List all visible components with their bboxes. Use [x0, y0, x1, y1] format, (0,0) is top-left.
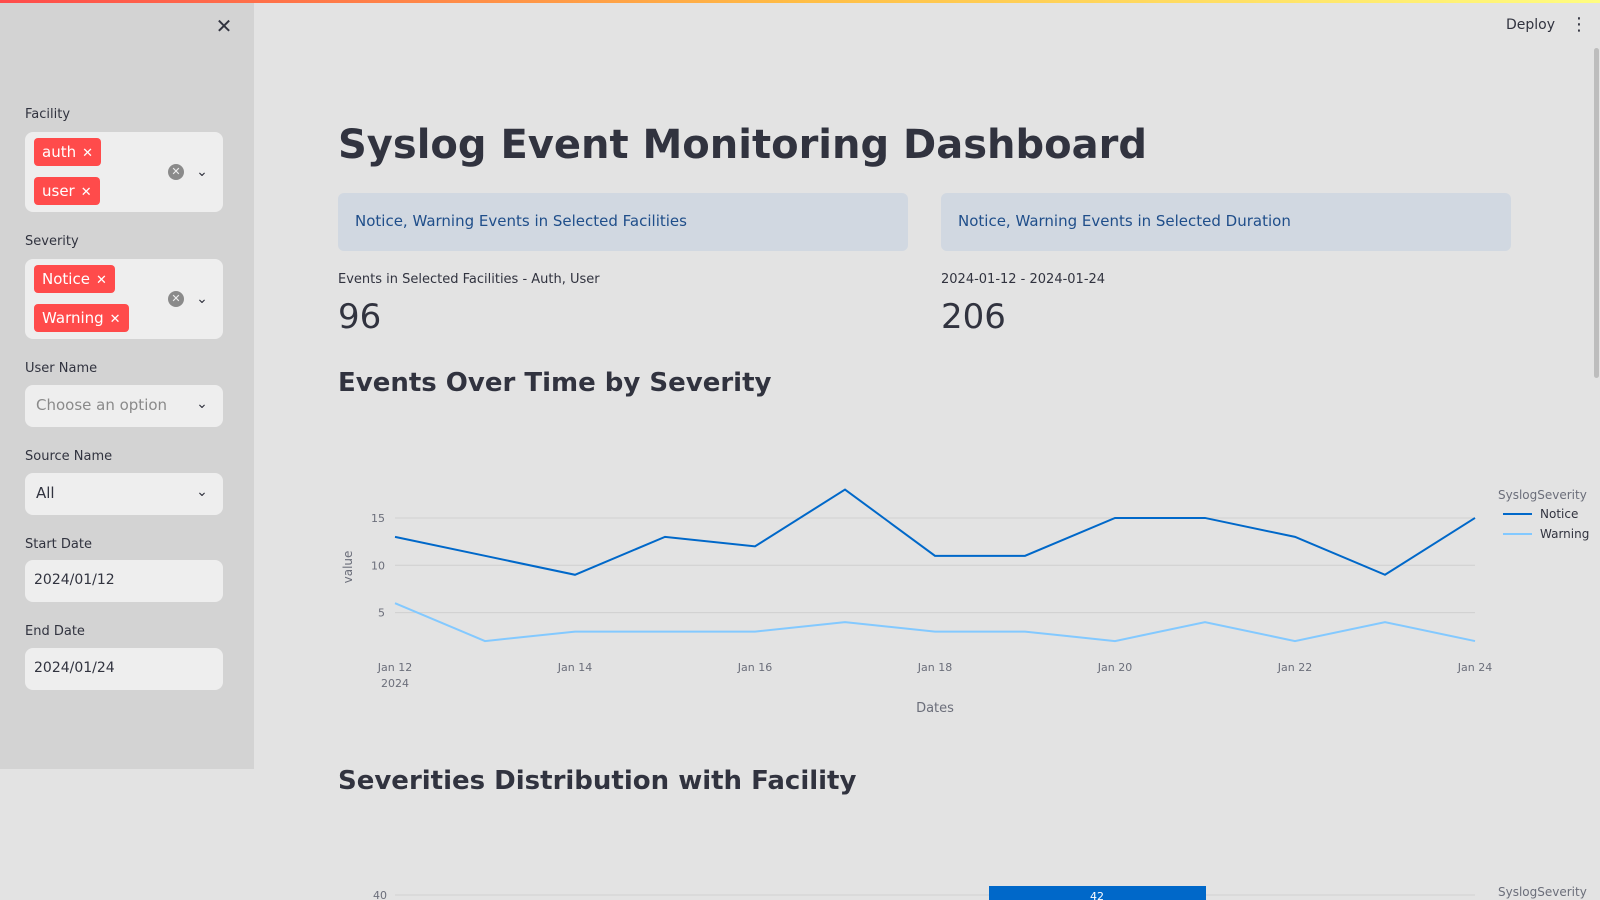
- close-icon[interactable]: ✕: [215, 14, 233, 38]
- more-options-icon[interactable]: ⋮: [1570, 14, 1588, 35]
- severity-tag-notice[interactable]: Notice ✕: [34, 265, 115, 293]
- user-name-label: User Name: [25, 361, 98, 376]
- x-tick-label: Jan 22: [1277, 661, 1312, 674]
- start-date-label: Start Date: [25, 537, 92, 552]
- legend-item-warning[interactable]: Warning: [1540, 527, 1589, 541]
- x-tick-label: Jan 20: [1097, 661, 1132, 674]
- tag-label: user: [42, 182, 75, 200]
- severity-tag-warning[interactable]: Warning ✕: [34, 304, 129, 332]
- metric-duration-label: 2024-01-12 - 2024-01-24: [941, 272, 1106, 287]
- info-box-facilities: Notice, Warning Events in Selected Facil…: [338, 193, 908, 251]
- sidebar: ✕ Facility auth ✕ user ✕ ✕ ⌄ Severity Noti…: [0, 0, 254, 769]
- info-text: Notice, Warning Events in Selected Facil…: [355, 212, 687, 230]
- start-date-value: 2024/01/12: [34, 572, 115, 588]
- end-date-input[interactable]: 2024/01/24: [25, 648, 223, 690]
- remove-tag-icon[interactable]: ✕: [82, 146, 93, 161]
- page-title: Syslog Event Monitoring Dashboard: [338, 122, 1147, 168]
- x-tick-label: Jan 16: [737, 661, 772, 674]
- end-date-label: End Date: [25, 624, 85, 639]
- x-axis-label: Dates: [916, 701, 954, 716]
- tag-label: auth: [42, 143, 77, 161]
- legend-title: SyslogSeverity: [1498, 488, 1587, 502]
- clear-all-icon[interactable]: ✕: [168, 164, 184, 180]
- x-tick-label: Jan 14: [557, 661, 592, 674]
- clear-all-icon[interactable]: ✕: [168, 291, 184, 307]
- severity-label: Severity: [25, 234, 79, 249]
- chevron-down-icon[interactable]: ⌄: [196, 291, 208, 307]
- source-name-label: Source Name: [25, 449, 113, 464]
- x-tick-label: Jan 12: [377, 661, 412, 674]
- facility-tag-user[interactable]: user ✕: [34, 177, 100, 205]
- deploy-button[interactable]: Deploy: [1506, 17, 1556, 33]
- metric-duration-value: 206: [941, 297, 1006, 337]
- y-tick-label: 5: [378, 607, 385, 620]
- x-tick-label: Jan 18: [917, 661, 952, 674]
- series-line-warning[interactable]: [394, 602, 1476, 643]
- info-text: Notice, Warning Events in Selected Durat…: [958, 212, 1291, 230]
- source-name-select[interactable]: All ⌄: [25, 473, 223, 515]
- x-year-label: 2024: [381, 677, 409, 690]
- chart-legend[interactable]: SyslogSeverity Notice Warning: [1498, 488, 1589, 541]
- y-axis-label: value: [341, 551, 355, 584]
- metric-facilities-label: Events in Selected Facilities - Auth, Us…: [338, 272, 600, 287]
- chevron-down-icon[interactable]: ⌄: [196, 164, 208, 180]
- user-name-select[interactable]: Choose an option ⌄: [25, 385, 223, 427]
- source-name-value: All: [36, 484, 55, 502]
- metric-facilities-value: 96: [338, 297, 382, 337]
- tag-label: Warning: [42, 309, 104, 327]
- start-date-input[interactable]: 2024/01/12: [25, 560, 223, 602]
- remove-tag-icon[interactable]: ✕: [109, 312, 121, 327]
- user-name-placeholder: Choose an option: [36, 396, 168, 414]
- tag-label: Notice: [42, 270, 90, 288]
- series-line-notice[interactable]: [394, 488, 1476, 576]
- chevron-down-icon[interactable]: ⌄: [196, 396, 208, 412]
- info-box-duration: Notice, Warning Events in Selected Durat…: [941, 193, 1511, 251]
- end-date-value: 2024/01/24: [34, 660, 115, 676]
- x-tick-label: Jan 24: [1457, 661, 1492, 674]
- section-title-severities-distribution: Severities Distribution with Facility: [338, 766, 857, 796]
- severity-multiselect[interactable]: Notice ✕ Warning ✕ ✕ ⌄: [25, 259, 223, 339]
- section-title-events-over-time: Events Over Time by Severity: [338, 368, 772, 398]
- scrollbar[interactable]: [1594, 48, 1599, 378]
- legend-item-notice[interactable]: Notice: [1540, 507, 1578, 521]
- y-tick-label: 15: [371, 512, 385, 525]
- chevron-down-icon[interactable]: ⌄: [196, 484, 208, 500]
- facility-tag-auth[interactable]: auth ✕: [34, 138, 101, 166]
- header-decoration: [0, 0, 1600, 3]
- y-tick-label: 10: [371, 559, 385, 572]
- remove-tag-icon[interactable]: ✕: [95, 273, 107, 288]
- facility-label: Facility: [25, 107, 71, 122]
- facility-multiselect[interactable]: auth ✕ user ✕ ✕ ⌄: [25, 132, 223, 212]
- remove-tag-icon[interactable]: ✕: [80, 185, 92, 200]
